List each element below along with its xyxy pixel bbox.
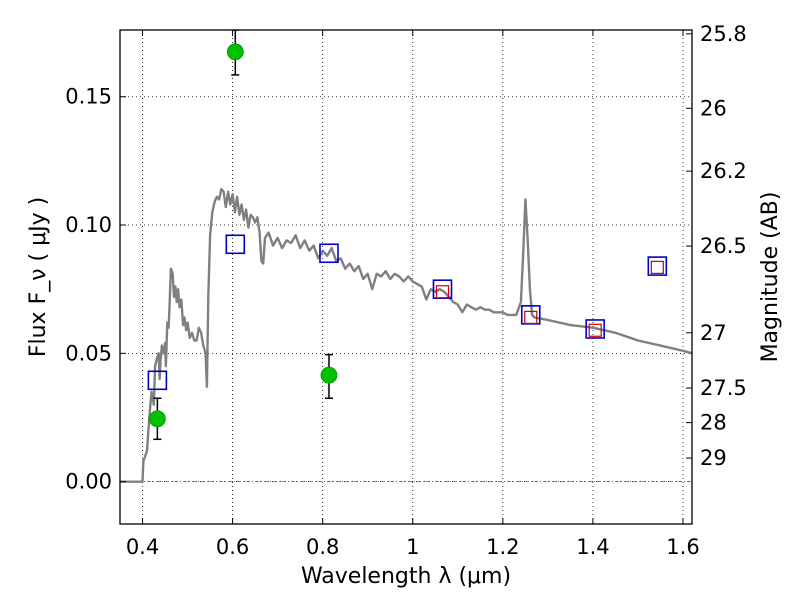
x-tick-label: 1 xyxy=(406,535,419,559)
x-tick-label: 1.4 xyxy=(576,535,609,559)
grid-lines xyxy=(120,30,692,524)
red-square-marker xyxy=(650,260,664,274)
model-photometry-square xyxy=(647,256,668,276)
y-right-tick-label: 28 xyxy=(700,411,727,435)
red-square-marker xyxy=(435,285,450,299)
plot-frame xyxy=(119,29,693,525)
model-photometry-square xyxy=(319,243,339,264)
y-tick-label: 0.15 xyxy=(65,85,112,109)
x-tick-label: 1.6 xyxy=(666,535,699,559)
y-tick-label: 0.00 xyxy=(65,470,112,494)
red-square-marker xyxy=(524,310,538,325)
x-tick-label: 0.4 xyxy=(126,535,159,559)
x-axis-label: Wavelength λ (μm) xyxy=(301,564,511,589)
y-axis-label: Flux F_ν ( μJy ) xyxy=(26,197,51,357)
x-tick-label: 1.2 xyxy=(486,535,519,559)
model-photometry-square xyxy=(225,234,246,255)
x-tick-label: 0.6 xyxy=(216,535,249,559)
observed-flux-point xyxy=(148,410,166,428)
y-right-tick-label: 29 xyxy=(700,446,727,470)
observed-flux-point xyxy=(226,43,244,61)
y-right-axis-label: Magnitude (AB) xyxy=(758,192,783,363)
plot-clip-group xyxy=(120,30,692,483)
observed-flux-point xyxy=(320,366,338,384)
y-right-tick-label: 27.5 xyxy=(700,376,747,400)
plot-data xyxy=(120,30,692,483)
y-right-tick-label: 26.2 xyxy=(700,159,747,183)
axis-ticks: 0.4 0.6 0.8 1 1.2 1.4 1.6 0.00 0.05 0.10 0.15 25.8 2… xyxy=(65,22,747,559)
x-tick-label: 0.8 xyxy=(306,535,339,559)
y-right-tick-label: 26 xyxy=(700,96,727,120)
y-tick-label: 0.10 xyxy=(65,213,112,237)
y-right-tick-label: 25.8 xyxy=(700,22,747,46)
red-square-marker xyxy=(588,323,602,337)
y-tick-label: 0.05 xyxy=(65,341,112,365)
model-photometry-square xyxy=(585,319,605,339)
model-photometry-square xyxy=(147,370,168,391)
y-right-tick-label: 27 xyxy=(700,321,727,345)
model-spectrum-line xyxy=(120,187,692,483)
y-right-tick-label: 26.5 xyxy=(700,234,747,258)
